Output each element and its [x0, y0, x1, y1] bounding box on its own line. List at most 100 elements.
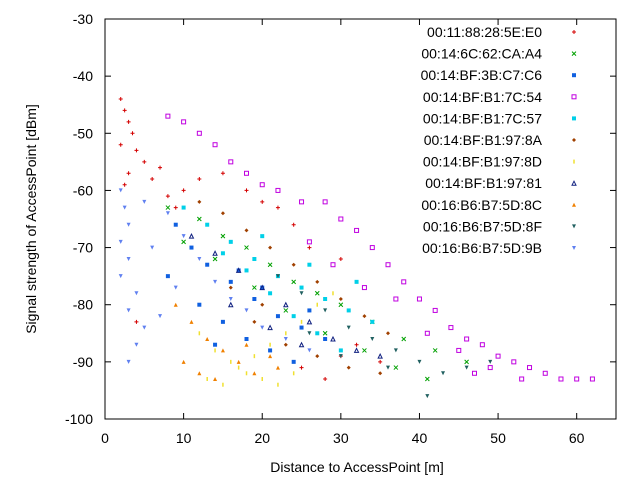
data-point-s3	[542, 370, 548, 376]
data-point-s0	[118, 142, 123, 147]
data-point-s3	[259, 182, 265, 188]
x-tick-label: 40	[412, 430, 428, 446]
data-point-s10	[307, 348, 312, 353]
x-tick-label: 10	[176, 430, 192, 446]
data-point-s3	[558, 376, 564, 382]
data-point-s0	[275, 205, 280, 210]
data-point-s0	[122, 182, 127, 187]
data-point-s8	[268, 354, 273, 359]
data-point-s10	[213, 279, 218, 284]
data-point-s1	[432, 348, 438, 353]
y-tick-label: -50	[73, 125, 93, 141]
data-point-s4	[338, 348, 343, 353]
data-point-s1	[283, 308, 289, 313]
data-point-s10	[158, 314, 163, 319]
data-point-s0	[173, 205, 178, 210]
data-point-s8	[173, 302, 178, 307]
data-point-s8	[181, 359, 186, 364]
data-point-s2	[323, 337, 328, 341]
data-point-s0	[181, 188, 186, 193]
data-point-s2	[197, 302, 202, 307]
data-point-s7	[235, 267, 242, 273]
data-point-s1	[252, 285, 257, 290]
data-point-s1	[362, 348, 367, 353]
data-points	[118, 97, 595, 399]
data-point-s1	[267, 262, 273, 268]
data-point-s0	[134, 319, 139, 324]
data-point-s8	[252, 371, 257, 376]
legend-label: 00:14:BF:B1:97:8D	[423, 154, 542, 170]
data-point-s10	[197, 257, 202, 261]
x-tick-label: 30	[333, 430, 349, 446]
data-point-s2	[307, 308, 312, 313]
data-point-s1	[291, 279, 297, 285]
data-point-s4	[205, 222, 210, 227]
data-point-s9	[488, 359, 493, 364]
data-point-s4	[252, 257, 257, 261]
data-point-s7	[188, 233, 195, 239]
data-point-s7	[227, 301, 234, 308]
data-point-s0	[150, 177, 155, 181]
data-point-s5	[315, 354, 320, 359]
data-point-s4	[315, 331, 320, 336]
data-point-s4	[346, 308, 351, 313]
data-point-s10	[134, 342, 139, 347]
data-point-s3	[212, 142, 218, 148]
data-point-s2	[213, 342, 218, 347]
data-point-s3	[165, 113, 171, 119]
data-point-s8	[197, 371, 202, 376]
data-point-s3	[401, 279, 407, 285]
data-point-s0	[260, 199, 265, 204]
data-point-s0	[165, 194, 170, 199]
data-point-s3	[448, 325, 454, 331]
data-point-s2	[291, 359, 296, 364]
data-point-s2	[189, 245, 194, 250]
legend-marker	[572, 138, 576, 142]
data-point-s8	[220, 348, 225, 353]
legend-label: 00:16:B6:B7:5D:9B	[422, 240, 542, 256]
data-point-s7	[353, 347, 360, 353]
data-point-s3	[574, 376, 580, 382]
y-tick-label: -100	[65, 411, 93, 427]
data-point-s8	[205, 337, 210, 341]
data-point-s0	[338, 257, 343, 261]
data-point-s9	[346, 325, 351, 330]
y-tick-label: -30	[73, 11, 93, 27]
y-tick-label: -60	[73, 182, 93, 198]
x-axis-label: Distance to AccessPoint [m]	[270, 459, 444, 475]
data-point-s3	[495, 353, 501, 359]
data-point-s9	[275, 274, 280, 279]
data-point-s5	[362, 314, 367, 319]
data-point-s1	[464, 359, 469, 365]
data-point-s10	[142, 199, 147, 204]
data-point-s0	[142, 159, 147, 164]
data-point-s8	[213, 377, 218, 381]
data-point-s3	[306, 239, 312, 245]
data-point-s10	[126, 257, 131, 261]
data-point-s9	[417, 359, 422, 364]
data-point-s3	[361, 285, 367, 291]
y-tick-label: -90	[73, 354, 93, 370]
legend-label: 00:14:BF:B1:7C:57	[423, 110, 542, 126]
data-point-s1	[196, 216, 202, 222]
data-point-s3	[487, 365, 493, 371]
data-point-s3	[299, 199, 305, 205]
data-point-s9	[323, 308, 328, 313]
data-point-s8	[236, 359, 241, 364]
data-point-s9	[338, 354, 343, 359]
data-point-s4	[307, 262, 312, 267]
data-point-s3	[527, 365, 533, 371]
data-point-s2	[165, 274, 170, 279]
data-point-s5	[283, 342, 288, 347]
data-point-s9	[370, 337, 375, 341]
data-point-s10	[122, 205, 127, 210]
data-point-s9	[425, 394, 430, 399]
data-point-s0	[130, 131, 135, 136]
data-point-s10	[126, 222, 131, 227]
data-point-s3	[322, 199, 328, 205]
data-point-s1	[393, 365, 399, 370]
data-point-s3	[244, 170, 250, 176]
data-point-s3	[456, 347, 462, 353]
data-point-s4	[181, 205, 186, 210]
